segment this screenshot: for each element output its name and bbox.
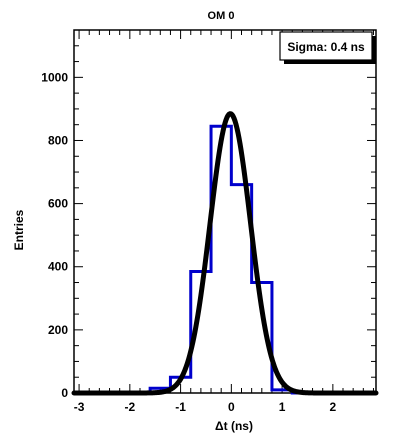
y-tick-label: 600: [48, 197, 68, 211]
x-tick-label: 0: [228, 400, 235, 414]
chart-title: OM 0: [208, 10, 235, 22]
fit-layer: [71, 111, 379, 396]
plot-frame: [73, 29, 377, 394]
stats-box-frame: [279, 31, 373, 61]
x-axis-title: Δt (ns): [215, 419, 253, 433]
y-axis-title: Entries: [12, 209, 26, 250]
histogram-layer: [74, 124, 376, 395]
y-tick-label: 1000: [41, 70, 68, 84]
x-tick-label: -3: [74, 400, 85, 414]
stats-box-text: Sigma: 0.4 ns: [287, 40, 365, 54]
x-tick-label: -2: [124, 400, 135, 414]
x-tick-label: 2: [330, 400, 337, 414]
y-tick-label: 0: [61, 386, 68, 400]
ticks-layer: 0 200 400 600 800 1000 -3 -2 -1 0 1 2: [41, 29, 376, 414]
histogram-bins: [74, 124, 376, 395]
y-tick-label: 400: [48, 260, 68, 274]
y-tick-label: 800: [48, 133, 68, 147]
x-tick-label: 1: [279, 400, 286, 414]
gaussian-fit-curve: [71, 111, 379, 396]
x-tick-label: -1: [175, 400, 186, 414]
stats-box: Sigma: 0.4 ns: [279, 31, 376, 64]
y-tick-label: 200: [48, 323, 68, 337]
